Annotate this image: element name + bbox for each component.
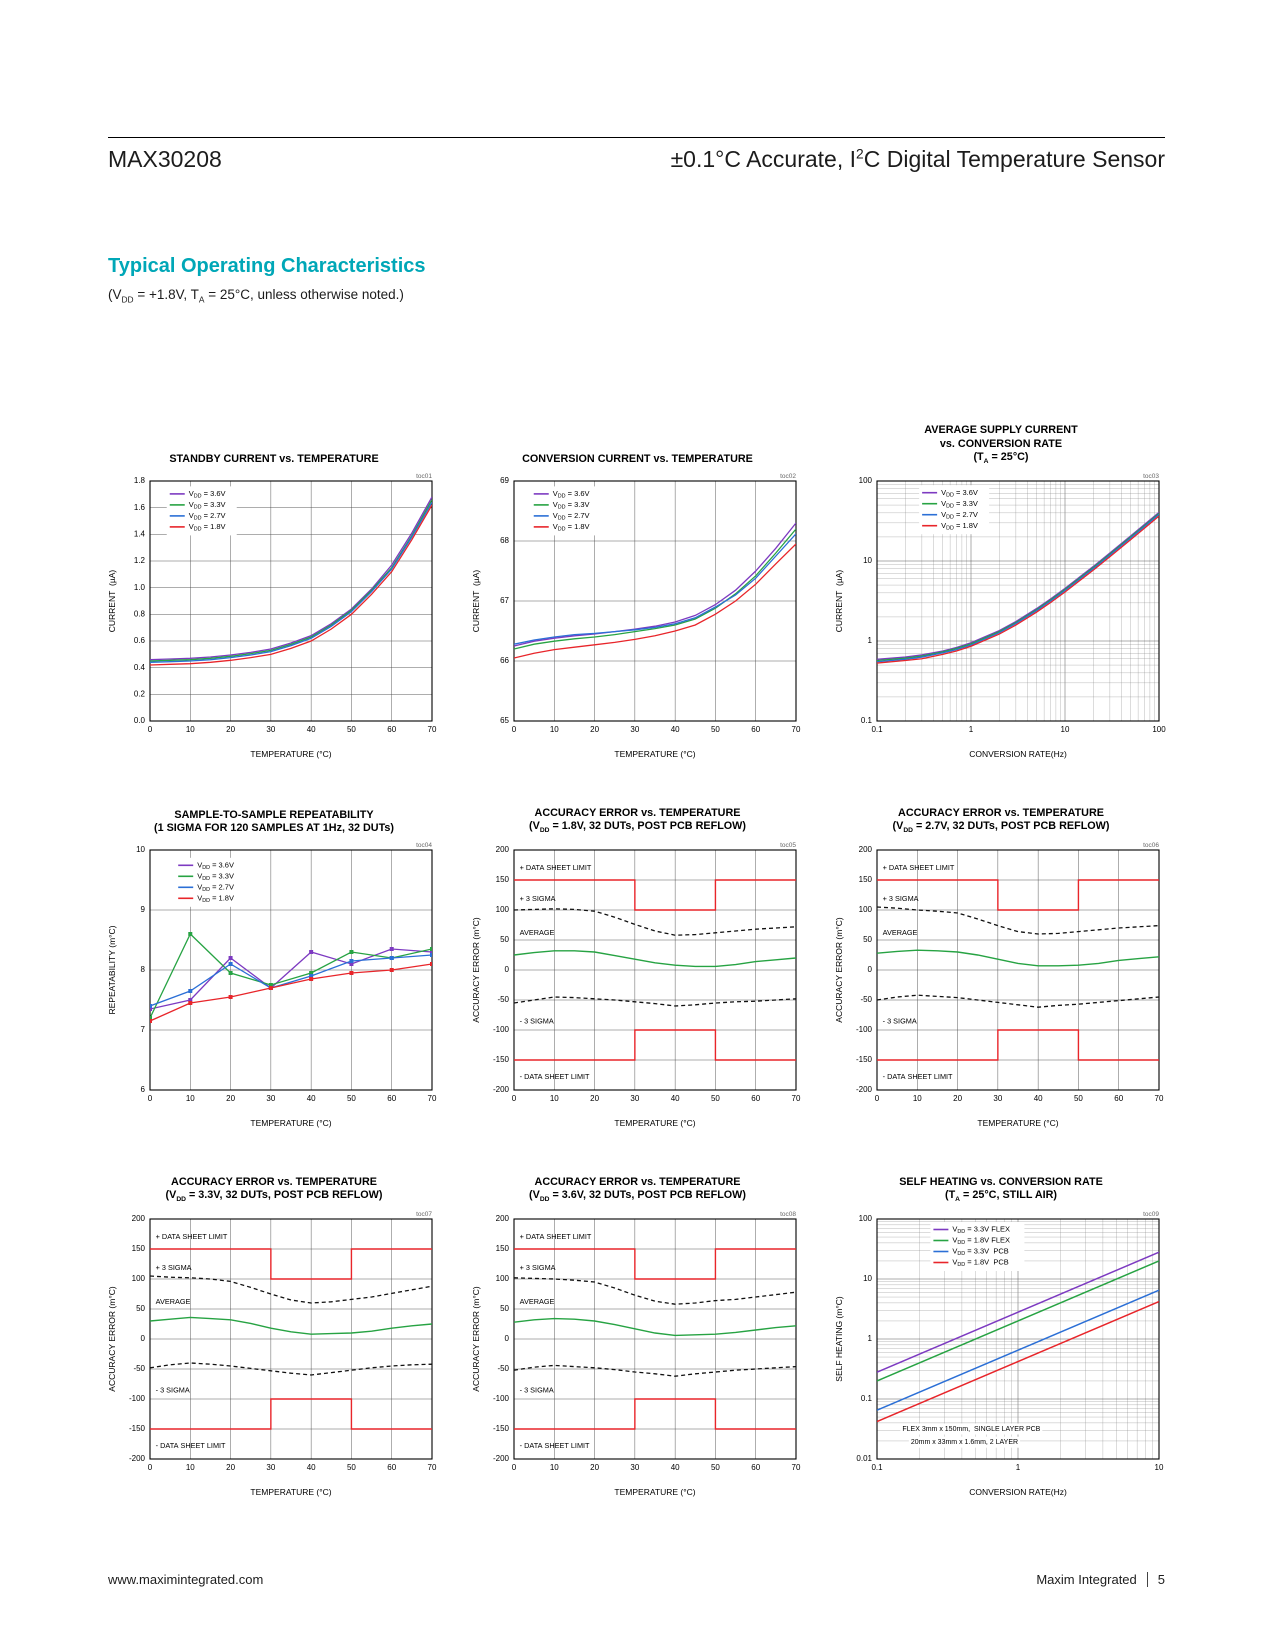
page-header: MAX30208 ±0.1°C Accurate, I2C Digital Te… [108, 146, 1165, 173]
chart-canvas-toc05 [467, 836, 808, 1136]
chart-toc03: AVERAGE SUPPLY CURRENT vs. CONVERSION RAT… [831, 424, 1171, 767]
chart-title-toc09: SELF HEATING vs. CONVERSION RATE (TA = 25… [899, 1175, 1103, 1203]
chart-toc08: ACCURACY ERROR vs. TEMPERATURE (VDD = 3.6… [467, 1162, 808, 1505]
chart-canvas-toc08 [467, 1205, 808, 1505]
section-title: Typical Operating Characteristics [108, 255, 426, 277]
section-subtitle: (VDD = +1.8V, TA = 25°C, unless otherwis… [108, 287, 404, 305]
chart-title-toc07: ACCURACY ERROR vs. TEMPERATURE (VDD = 3.3… [165, 1175, 383, 1203]
chart-title-toc04: SAMPLE-TO-SAMPLE REPEATABILITY (1 SIGMA F… [154, 808, 394, 834]
chart-canvas-toc07 [104, 1205, 444, 1505]
footer-brand: Maxim Integrated [1036, 1572, 1137, 1587]
chart-title-toc05: ACCURACY ERROR vs. TEMPERATURE (VDD = 1.8… [529, 806, 746, 834]
footer-divider [1146, 1572, 1148, 1587]
charts-grid: STANDBY CURRENT vs. TEMPERATURE CONVERSIO… [104, 424, 1171, 1505]
chart-toc06: ACCURACY ERROR vs. TEMPERATURE (VDD = 2.7… [831, 793, 1171, 1136]
chart-title-toc03: AVERAGE SUPPLY CURRENT vs. CONVERSION RAT… [924, 424, 1078, 465]
chart-toc04: SAMPLE-TO-SAMPLE REPEATABILITY (1 SIGMA F… [104, 793, 444, 1136]
doc-title: ±0.1°C Accurate, I2C Digital Temperature… [670, 146, 1165, 172]
chart-toc02: CONVERSION CURRENT vs. TEMPERATURE [467, 424, 808, 767]
chart-title-toc02: CONVERSION CURRENT vs. TEMPERATURE [522, 452, 753, 465]
chart-canvas-toc09 [831, 1205, 1171, 1505]
chart-canvas-toc01 [104, 467, 444, 767]
page-footer: www.maximintegrated.com Maxim Integrated… [108, 1572, 1165, 1587]
chart-toc09: SELF HEATING vs. CONVERSION RATE (TA = 25… [831, 1162, 1171, 1505]
chart-toc05: ACCURACY ERROR vs. TEMPERATURE (VDD = 1.8… [467, 793, 808, 1136]
footer-page-number: 5 [1157, 1572, 1165, 1587]
typical-operating-characteristics-section: Typical Operating Characteristics (VDD =… [108, 255, 426, 305]
footer-url[interactable]: www.maximintegrated.com [108, 1572, 264, 1587]
chart-canvas-toc02 [467, 467, 808, 767]
chart-title-toc01: STANDBY CURRENT vs. TEMPERATURE [169, 452, 379, 465]
header-rule [108, 137, 1165, 138]
chart-canvas-toc03 [831, 467, 1171, 767]
chart-canvas-toc06 [831, 836, 1171, 1136]
chart-canvas-toc04 [104, 836, 444, 1136]
chart-title-toc06: ACCURACY ERROR vs. TEMPERATURE (VDD = 2.7… [892, 806, 1110, 834]
chart-toc01: STANDBY CURRENT vs. TEMPERATURE [104, 424, 444, 767]
footer-right: Maxim Integrated 5 [1036, 1572, 1165, 1587]
part-number: MAX30208 [108, 146, 222, 172]
chart-title-toc08: ACCURACY ERROR vs. TEMPERATURE (VDD = 3.6… [529, 1175, 746, 1203]
chart-toc07: ACCURACY ERROR vs. TEMPERATURE (VDD = 3.3… [104, 1162, 444, 1505]
